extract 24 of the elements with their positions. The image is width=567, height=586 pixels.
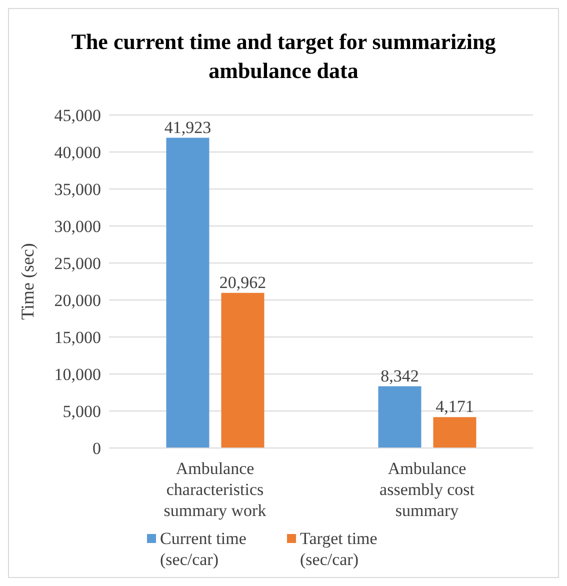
y-tick-label: 15,000	[54, 328, 101, 348]
y-tick-label: 45,000	[54, 106, 101, 126]
legend-label: Current time (sec/car)	[160, 528, 248, 570]
y-tick-label: 0	[92, 439, 101, 458]
legend-label: Target time (sec/car)	[300, 528, 378, 570]
data-label: 20,962	[219, 272, 266, 292]
y-tick-label: 10,000	[54, 365, 101, 384]
y-tick-label: 30,000	[54, 217, 101, 236]
data-label: 41,923	[164, 118, 212, 137]
bar	[433, 417, 476, 448]
data-label: 8,342	[380, 366, 419, 386]
x-tick-label: Ambulance characteristics summary work	[164, 459, 267, 520]
bar	[166, 138, 210, 448]
y-tick-label: 25,000	[54, 254, 101, 274]
data-label: 4,171	[436, 397, 474, 416]
bar	[378, 386, 422, 448]
bar	[221, 292, 264, 448]
y-axis-title: Time (sec)	[17, 243, 38, 320]
y-tick-label: 35,000	[54, 180, 101, 200]
y-tick-label: 20,000	[54, 291, 101, 310]
y-tick-label: 5,000	[62, 402, 101, 422]
x-tick-label: Ambulance assembly cost summary	[380, 459, 475, 520]
chart-title: The current time and target for summarizing ambulance data	[70, 28, 497, 85]
y-tick-label: 40,000	[54, 143, 101, 162]
